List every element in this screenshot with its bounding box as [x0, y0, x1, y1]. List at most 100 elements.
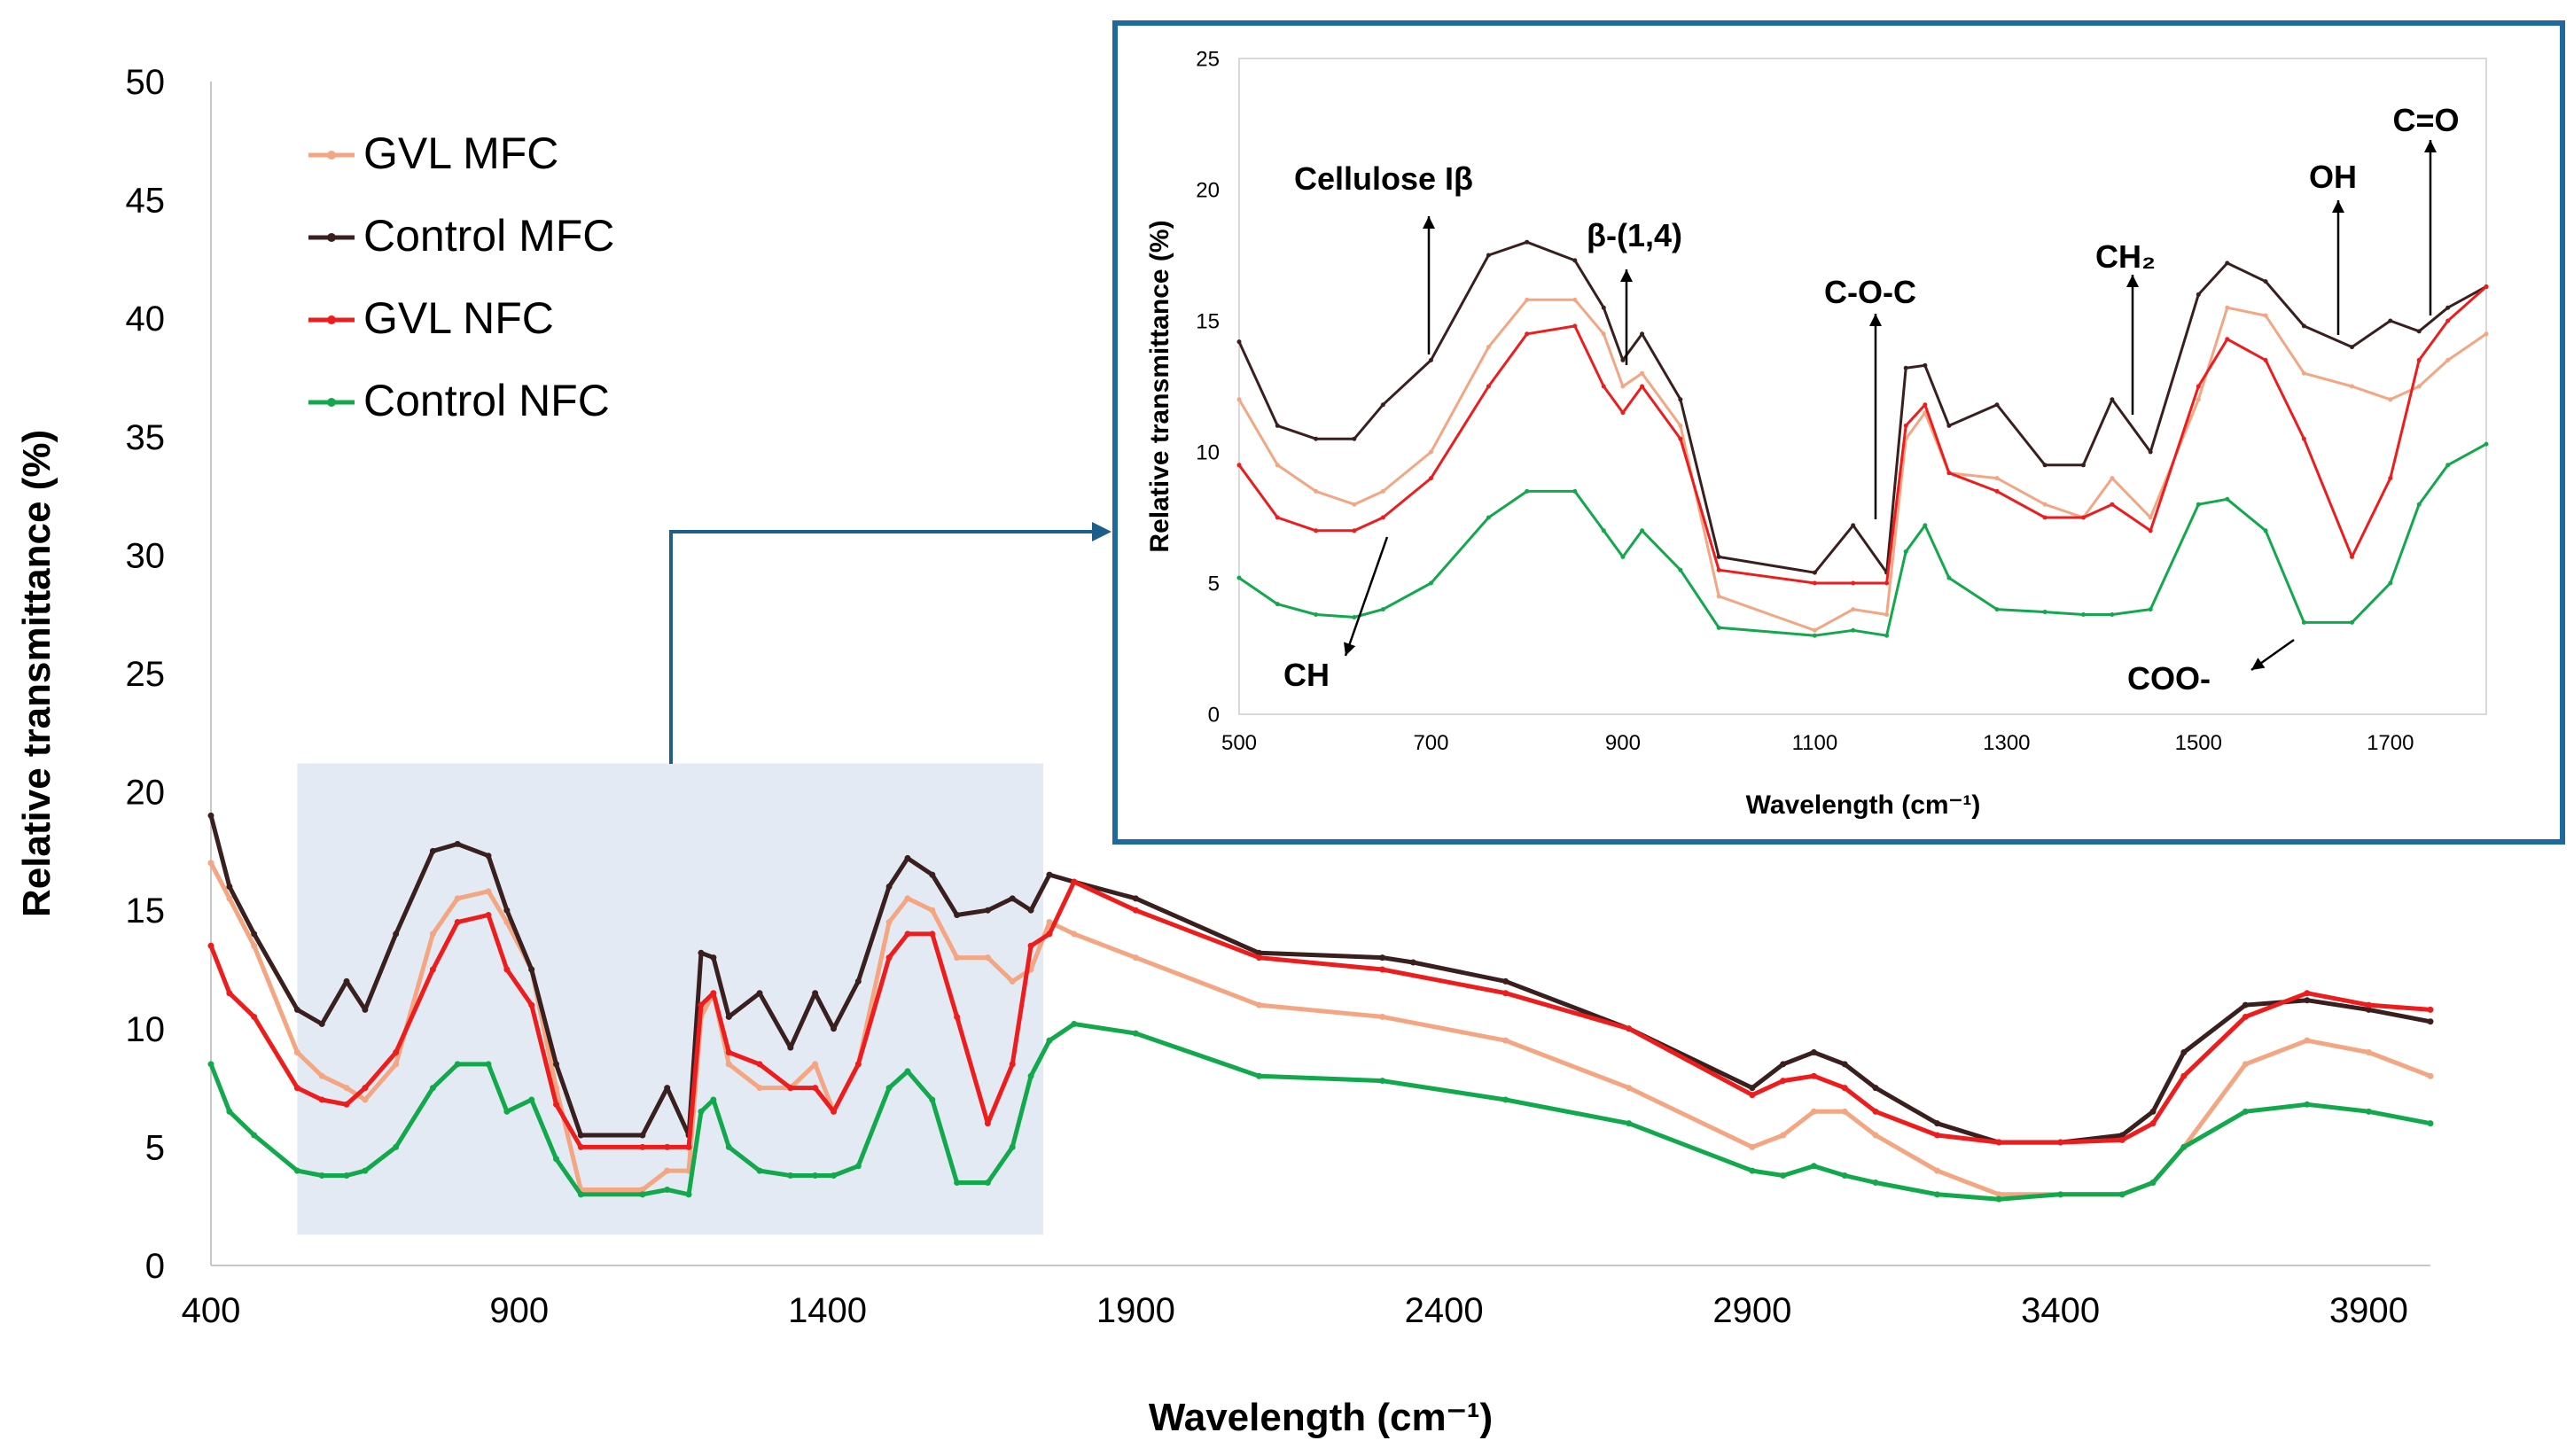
inset-data-point: [1812, 627, 1817, 633]
main-data-point: [1872, 1085, 1879, 1092]
annotation-label: Cellulose Iβ: [1294, 160, 1473, 197]
inset-data-point: [2263, 313, 2268, 318]
main-x-tick-label: 1400: [788, 1291, 867, 1330]
inset-x-tick-label: 1500: [2175, 731, 2222, 755]
main-data-point: [1046, 919, 1053, 926]
main-data-point: [984, 1179, 991, 1186]
inset-data-point: [1678, 567, 1683, 572]
legend-marker: [327, 315, 336, 324]
main-data-point: [725, 1143, 732, 1150]
inset-data-point: [2301, 619, 2306, 625]
inset-data-point: [1314, 528, 1319, 533]
inset-data-point: [1525, 331, 1530, 337]
inset-data-point: [1236, 339, 1242, 345]
main-data-point: [2242, 1061, 2249, 1068]
inset-data-point: [1884, 633, 1890, 638]
main-data-point: [787, 1085, 794, 1092]
main-data-point: [2057, 1139, 2064, 1146]
main-data-point: [1046, 1037, 1053, 1044]
main-data-point: [1626, 1025, 1633, 1032]
inset-data-point: [2388, 318, 2393, 323]
main-data-point: [362, 1167, 369, 1174]
inset-data-point: [2484, 284, 2489, 290]
main-data-point: [885, 919, 893, 926]
main-data-point: [528, 966, 535, 973]
inset-data-point: [1236, 397, 1242, 402]
inset-data-point: [1275, 423, 1280, 428]
main-data-point: [1071, 1020, 1078, 1027]
main-data-point: [1379, 1013, 1386, 1020]
inset-data-point: [1428, 580, 1433, 586]
main-y-tick-label: 25: [126, 655, 166, 694]
inset-data-point: [1716, 625, 1721, 630]
main-data-point: [1255, 1001, 1262, 1008]
main-data-point: [904, 1068, 911, 1075]
main-y-tick-label: 40: [126, 300, 166, 339]
inset-x-tick-label: 1700: [2367, 731, 2414, 755]
main-data-point: [1009, 977, 1016, 985]
inset-y-tick-label: 10: [1196, 440, 1220, 464]
main-y-tick-label: 45: [126, 182, 166, 221]
main-data-point: [207, 860, 214, 867]
main-y-ticks: 0 5 10 15 20 25 30 35 40 45 50: [126, 63, 166, 1286]
main-data-point: [1027, 907, 1034, 914]
inset-x-tick-label: 700: [1413, 731, 1448, 755]
inset-data-point: [1812, 570, 1817, 575]
main-data-point: [226, 895, 233, 902]
main-data-point: [485, 912, 492, 919]
main-data-point: [2149, 1120, 2157, 1127]
main-data-point: [1995, 1191, 2002, 1198]
main-data-point: [1841, 1108, 1848, 1115]
main-data-point: [2242, 1001, 2249, 1008]
main-data-point: [1502, 1037, 1509, 1044]
inset-data-point: [1678, 397, 1683, 402]
inset-data-point: [1946, 423, 1952, 428]
main-x-axis-title: Wavelength (cm⁻¹): [1149, 1396, 1493, 1439]
inset-data-point: [1572, 297, 1578, 302]
main-data-point: [1934, 1120, 1941, 1127]
main-data-point: [1780, 1132, 1787, 1139]
main-data-point: [362, 1096, 369, 1103]
main-data-point: [1934, 1167, 1941, 1174]
inset-series-line-control-mfc: [1237, 240, 2487, 574]
inset-data-point: [2301, 370, 2306, 376]
inset-x-tick-label: 500: [1221, 731, 1257, 755]
main-data-point: [318, 1072, 325, 1079]
inset-data-point: [1428, 449, 1433, 455]
inset-data-point: [2225, 305, 2230, 310]
main-series-line-control-mfc: [208, 814, 2431, 1145]
inset-data-point: [1678, 436, 1683, 441]
inset-data-point: [2042, 610, 2048, 615]
main-data-point: [2427, 1072, 2434, 1079]
inset-data-point: [1812, 580, 1817, 586]
inset-data-point: [1601, 331, 1606, 337]
annotation-label: COO-: [2127, 660, 2211, 697]
inset-data-point: [1572, 488, 1578, 494]
inset-data-point: [1903, 365, 1908, 370]
main-x-ticks: 400 900 1400 1900 2400 2900 3400 3900: [182, 1291, 2408, 1330]
main-data-point: [984, 954, 991, 962]
main-data-point: [904, 854, 911, 861]
main-data-point: [2365, 1049, 2372, 1056]
inset-data-point: [2416, 384, 2422, 389]
main-series-group: [207, 812, 2434, 1203]
main-data-point: [831, 1172, 838, 1179]
main-data-point: [293, 1049, 300, 1056]
inset-data-point: [2349, 345, 2354, 350]
main-data-point: [1132, 954, 1139, 962]
main-y-tick-label: 50: [126, 63, 166, 102]
main-data-point: [429, 1085, 436, 1092]
legend-label-control-mfc: Control MFC: [363, 211, 614, 261]
inset-data-point: [1275, 602, 1280, 607]
annotation-label: CH₂: [2095, 238, 2156, 275]
main-data-point: [503, 907, 511, 914]
main-data-point: [2180, 1072, 2188, 1079]
inset-data-point: [2225, 496, 2230, 502]
inset-frame: [1112, 20, 2565, 845]
main-data-point: [528, 1001, 535, 1008]
inset-y-tick-label: 20: [1196, 178, 1220, 202]
main-data-point: [429, 930, 436, 938]
main-data-point: [226, 883, 233, 890]
main-data-point: [954, 1179, 961, 1186]
main-data-point: [2427, 1006, 2434, 1013]
